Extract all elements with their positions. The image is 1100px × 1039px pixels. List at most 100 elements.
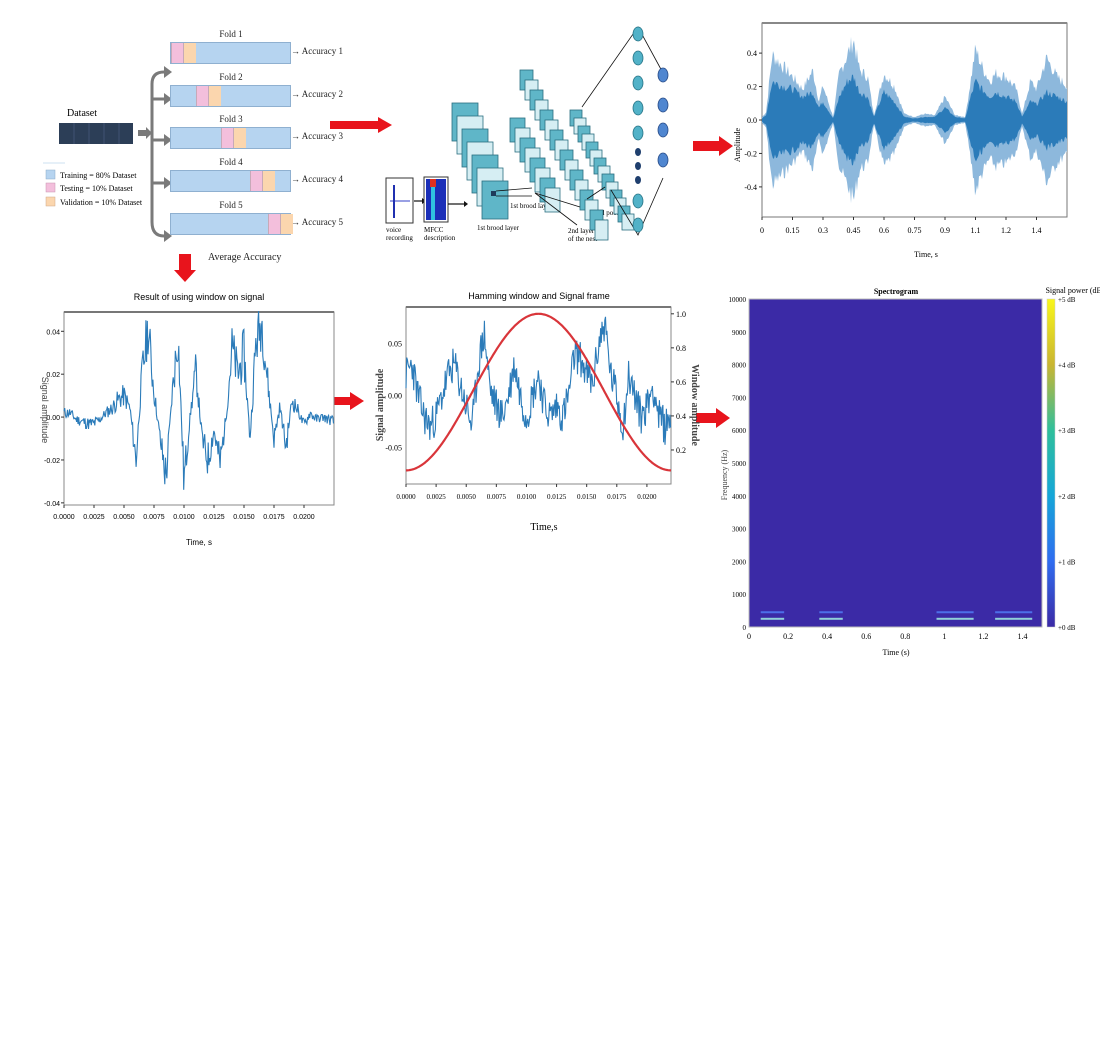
windowed-signal-chart: Result of using window on signal Signal … [30,280,370,560]
svg-text:0.0025: 0.0025 [426,493,446,501]
svg-text:0.2: 0.2 [783,632,793,641]
svg-text:0.6: 0.6 [676,378,686,387]
svg-text:0.00: 0.00 [388,392,402,401]
fold-bar [170,85,291,107]
svg-text:0.0000: 0.0000 [396,493,416,501]
svg-text:Time,s: Time,s [530,522,557,533]
svg-text:0.0025: 0.0025 [83,514,105,521]
fold-accuracy-label: → Accuracy 1 [291,46,343,56]
svg-text:0.0200: 0.0200 [637,493,657,501]
fold-row: Fold 3 → Accuracy 3 [170,114,360,154]
svg-text:7000: 7000 [732,394,747,402]
svg-text:Frequency (Hz): Frequency (Hz) [720,449,729,500]
cnn-diagram: voice recording MFCC description 1st bro… [380,15,690,265]
svg-text:+0 dB: +0 dB [1058,624,1076,632]
branch-connector [150,70,165,238]
kfold-panel: Dataset Training = 80% Dataset [40,20,360,270]
svg-text:10000: 10000 [729,296,747,304]
svg-text:0.0100: 0.0100 [173,514,195,521]
svg-text:0.9: 0.9 [940,226,950,235]
svg-text:Time, s: Time, s [914,250,938,259]
svg-text:0.0000: 0.0000 [53,514,75,521]
spectrogram-band [760,611,785,614]
svg-text:1: 1 [942,632,946,641]
hamming-window-chart: Hamming window and Signal frame Signal a… [370,280,710,540]
svg-text:0.0050: 0.0050 [457,493,477,501]
svg-text:0.4: 0.4 [676,412,686,421]
waveform-chart: Amplitude Time, s 0 0.15 0.3 0.45 0.6 0.75 0.9… [720,15,1080,270]
svg-text:+5 dB: +5 dB [1058,296,1076,304]
spectrogram-band [760,617,785,620]
svg-text:Window amplitude: Window amplitude [689,364,700,446]
svg-text:1.0: 1.0 [676,310,686,319]
svg-text:1000: 1000 [732,591,747,599]
svg-text:0.0050: 0.0050 [113,514,135,521]
fold-accuracy-label: → Accuracy 5 [291,217,343,227]
svg-text:0.0075: 0.0075 [143,514,165,521]
svg-text:0.0100: 0.0100 [517,493,537,501]
dataset-block [59,123,133,144]
svg-text:1.4: 1.4 [1017,632,1027,641]
svg-text:1.2: 1.2 [978,632,988,641]
svg-text:0.05: 0.05 [388,339,402,348]
svg-text:0.8: 0.8 [676,344,686,353]
svg-text:recording: recording [386,234,413,242]
svg-text:+2 dB: +2 dB [1058,493,1076,501]
spectrogram-band [936,617,974,620]
arrow-right-icon [696,408,730,433]
svg-text:+1 dB: +1 dB [1058,558,1076,566]
fold-accuracy-label: → Accuracy 4 [291,174,343,184]
svg-text:0.6: 0.6 [879,226,889,235]
spectrogram-chart: Spectrogram Signal power (dB) Frequency … [710,280,1100,660]
svg-text:0.4: 0.4 [747,49,757,58]
svg-text:-0.04: -0.04 [44,501,60,508]
svg-text:voice: voice [386,226,401,234]
dense-layer-nodes [581,26,669,236]
svg-text:0.0200: 0.0200 [293,514,315,521]
branch-arrows-icon [152,66,172,242]
average-accuracy-label: Average Accuracy [208,252,282,263]
svg-text:-0.2: -0.2 [744,149,757,158]
fold-title: Fold 4 [219,157,243,167]
arrow-right-icon [330,117,392,138]
fold-title: Fold 1 [219,29,243,39]
svg-text:0.0125: 0.0125 [203,514,225,521]
svg-text:0.8: 0.8 [900,632,910,641]
legend: Training = 80% Dataset Testing = 10% Dat… [45,169,143,207]
svg-text:0.3: 0.3 [818,226,828,235]
svg-text:6000: 6000 [732,427,747,435]
svg-text:0.15: 0.15 [786,226,800,235]
feature-map-stacks [451,69,635,241]
fold-bar [170,42,291,64]
svg-text:-0.4: -0.4 [744,183,757,192]
svg-text:0.6: 0.6 [861,632,871,641]
svg-text:0.0: 0.0 [747,116,757,125]
spectrogram-band [819,617,843,620]
spectrogram-band [936,611,974,614]
svg-text:Time (s): Time (s) [882,648,909,657]
svg-text:8000: 8000 [732,362,747,370]
svg-text:0.2: 0.2 [747,83,757,92]
svg-text:0: 0 [760,226,764,235]
svg-text:description: description [424,234,456,242]
svg-text:1.2: 1.2 [1001,226,1011,235]
fold-title: Fold 5 [219,200,243,210]
fold-title: Fold 3 [219,114,243,124]
svg-text:2nd layer: 2nd layer [568,227,595,235]
arrow-right-icon [693,136,733,161]
svg-text:2nd pool: 2nd pool [594,209,619,217]
svg-text:-0.05: -0.05 [385,444,402,453]
svg-text:Result of using window on sign: Result of using window on signal [134,292,265,302]
svg-text:5000: 5000 [732,460,747,468]
svg-text:0: 0 [747,632,751,641]
svg-text:0.45: 0.45 [847,226,861,235]
fold-accuracy-label: → Accuracy 3 [291,131,343,141]
svg-text:1st brood layer: 1st brood layer [477,224,520,232]
fold-bar [170,170,291,192]
svg-text:Signal power (dB): Signal power (dB) [1045,286,1100,295]
spectrogram-band [995,611,1033,614]
svg-text:+3 dB: +3 dB [1058,427,1076,435]
svg-text:9000: 9000 [732,329,747,337]
split-arrow-icon [138,127,152,139]
svg-text:0.75: 0.75 [908,226,922,235]
